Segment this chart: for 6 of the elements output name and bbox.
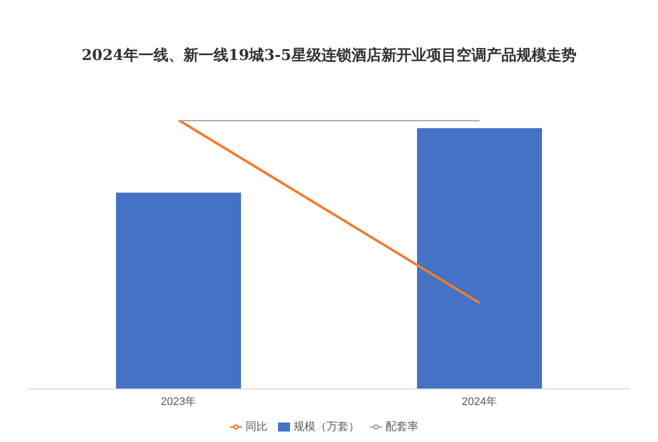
x-tick-label: 2024年 bbox=[462, 396, 498, 408]
legend-label: 同比 bbox=[246, 421, 268, 433]
legend-label: 规模（万套） bbox=[294, 421, 360, 433]
legend-label: 配套率 bbox=[386, 421, 418, 433]
chart-title: 2024年一线、新一线19城3-5星级连锁酒店新开业项目空调产品规模走势 bbox=[80, 45, 578, 66]
x-tick-label: 2023年 bbox=[160, 396, 196, 408]
